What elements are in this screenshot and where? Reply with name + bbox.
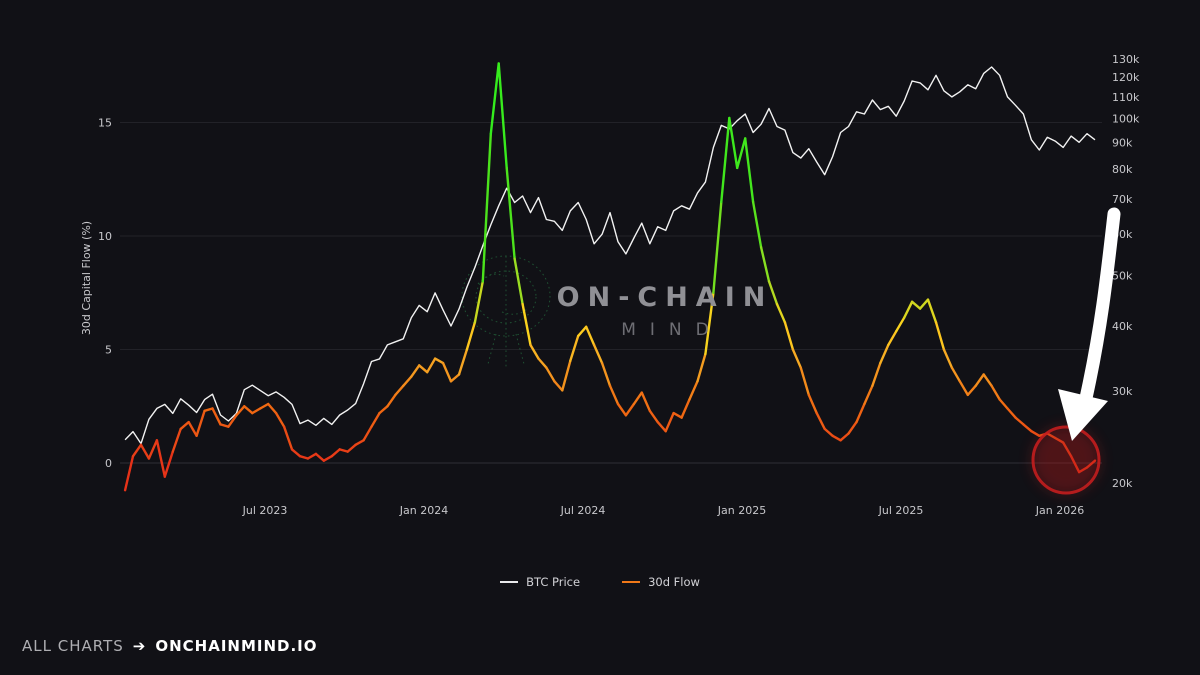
red-circle-annotation (1031, 425, 1101, 495)
right-axis-tick-label: 70k (1112, 193, 1133, 206)
footer-prefix: ALL CHARTS (22, 637, 124, 655)
right-axis-tick-label: 20k (1112, 477, 1133, 490)
right-axis-tick-label: 40k (1112, 320, 1133, 333)
left-axis-tick-label: 0 (105, 457, 112, 470)
brain-watermark-icon (461, 255, 551, 368)
footer-site-link[interactable]: ONCHAINMIND.IO (155, 637, 318, 655)
footer-arrow-icon: ➔ (132, 637, 147, 655)
right-axis-tick-label: 50k (1112, 269, 1133, 282)
x-axis-tick-label: Jan 2024 (399, 504, 448, 517)
right-axis-tick-label: 130k (1112, 53, 1140, 66)
legend-label-30d-flow: 30d Flow (648, 575, 700, 589)
btc-line-swatch (500, 581, 519, 583)
flow-line (123, 62, 1097, 492)
left-axis-tick-label: 5 (105, 344, 112, 357)
right-axis-tick-label: 120k (1112, 71, 1140, 84)
right-axis-tick-label: 30k (1112, 385, 1133, 398)
right-axis-tick-label: 100k (1112, 112, 1140, 125)
arrow-annotation (1058, 207, 1121, 441)
right-axis-tick-label: 110k (1112, 91, 1140, 104)
x-axis-tick-label: Jul 2024 (560, 504, 606, 517)
legend-item-30d-flow[interactable]: 30d Flow (622, 575, 700, 589)
left-axis-tick-label: 10 (98, 230, 112, 243)
right-axis-tick-label: 90k (1112, 136, 1133, 149)
right-axis-tick-label: 80k (1112, 163, 1133, 176)
x-axis-tick-label: Jan 2025 (717, 504, 766, 517)
footer: ALL CHARTS ➔ ONCHAINMIND.IO (22, 637, 318, 655)
x-axis-tick-label: Jul 2025 (878, 504, 924, 517)
legend-item-btc-price[interactable]: BTC Price (500, 575, 580, 589)
gridlines: 05101520k30k40k50k60k70k80k90k100k110k12… (80, 53, 1140, 517)
legend-label-btc-price: BTC Price (526, 575, 581, 589)
x-axis-tick-label: Jul 2023 (242, 504, 288, 517)
left-axis-tick-label: 15 (98, 117, 112, 130)
x-axis-tick-label: Jan 2026 (1035, 504, 1084, 517)
btc-price-line (124, 66, 1096, 445)
flow-line-swatch (622, 581, 641, 583)
chart-legend: BTC Price 30d Flow (0, 575, 1200, 589)
y-axis-label: 30d Capital Flow (%) (80, 221, 93, 335)
